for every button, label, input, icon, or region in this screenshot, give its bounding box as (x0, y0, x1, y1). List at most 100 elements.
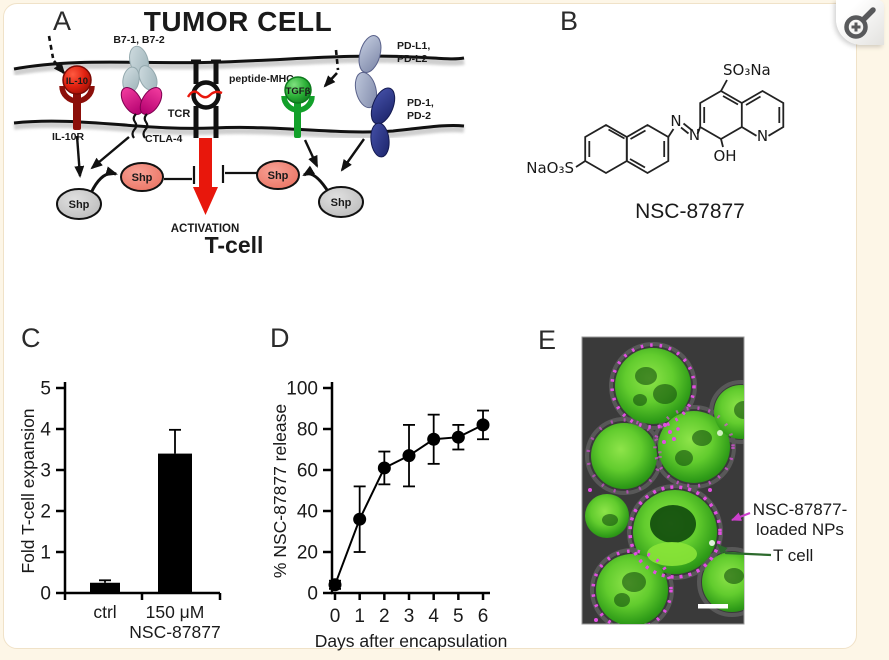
panel-label-a: A (53, 6, 72, 36)
bar-0 (90, 582, 120, 593)
tumor-cell-title: TUMOR CELL (144, 6, 333, 37)
pdl1-label: PD-L1, (397, 40, 430, 52)
svg-text:% NSC-87877 release: % NSC-87877 release (270, 404, 290, 578)
svg-text:150 μM: 150 μM (146, 602, 205, 622)
tcell-membrane (13, 119, 465, 139)
svg-text:0: 0 (330, 606, 341, 627)
data-point-4 (427, 432, 441, 446)
tcell-title: T-cell (205, 232, 264, 258)
tgfb-label: TGFβ (286, 86, 311, 97)
b7-ligand (122, 45, 158, 94)
shp-label: Shp (69, 199, 90, 211)
pd1-receptor (370, 87, 396, 158)
il10r-label: IL-10R (52, 131, 85, 143)
svg-text:6: 6 (478, 606, 489, 627)
compound-caption: NSC-87877 (635, 200, 745, 223)
data-point-2 (377, 461, 391, 475)
shp-label: Shp (132, 172, 153, 184)
naphthalene-rings (584, 123, 670, 175)
nsc87877-structure: NaO₃S SO₃Na N N OH N NSC-87877 (526, 61, 785, 223)
panel-label-c: C (21, 323, 41, 353)
svg-text:4: 4 (428, 606, 439, 627)
svg-text:2: 2 (40, 502, 51, 523)
panel-label-b: B (560, 6, 579, 36)
peptide-squiggle (186, 90, 223, 99)
svg-text:60: 60 (297, 461, 318, 482)
svg-text:3: 3 (404, 606, 415, 627)
micrograph-panel: NSC-87877- loaded NPs T cell (581, 336, 848, 625)
data-point-5 (451, 430, 465, 444)
pdl2-label: PD-L2 (397, 53, 427, 65)
svg-text:0: 0 (40, 584, 51, 605)
secretion-arrow-right (323, 49, 340, 88)
svg-text:Days after encapsulation: Days after encapsulation (315, 631, 508, 651)
shp-pink-left: Shp (120, 162, 164, 192)
il10-ligand: IL-10 (62, 65, 92, 95)
azo-n1-label: N (670, 112, 681, 130)
shp-gray-left: Shp (56, 188, 102, 220)
bar-1 (158, 453, 192, 593)
np-arrow (731, 511, 751, 522)
np-dots (588, 423, 712, 622)
svg-text:100: 100 (286, 379, 318, 400)
pd1-label: PD-1, (407, 97, 434, 109)
peptide-mhc-label: peptide-MHC (229, 73, 294, 85)
hydroxyl-label: OH (713, 147, 736, 165)
svg-text:20: 20 (297, 543, 318, 564)
data-point-3 (402, 449, 416, 463)
activation-arrow (193, 138, 218, 215)
data-point-0 (328, 578, 342, 592)
svg-text:40: 40 (297, 502, 318, 523)
svg-text:1: 1 (40, 543, 51, 564)
tumor-cell-diagram: TUMOR CELL IL-10 IL-10R B7-1, B7-2 (13, 6, 465, 258)
np-label-line1: NSC-87877- (753, 500, 848, 519)
secretion-arrow-left (47, 35, 66, 75)
scale-bar (698, 604, 728, 609)
data-point-6 (476, 418, 490, 432)
data-point-1 (353, 512, 367, 526)
svg-text:3: 3 (40, 461, 51, 482)
shp-gray-right: Shp (318, 186, 364, 218)
tumor-membrane (13, 54, 465, 76)
tgfb-ligand: TGFβ (284, 76, 312, 104)
activation-label: ACTIVATION (171, 223, 240, 235)
panel-label-d: D (270, 323, 290, 353)
tcr-label: TCR (168, 108, 191, 120)
np-label-line2: loaded NPs (756, 520, 844, 539)
ctla4-label: CTLA-4 (145, 133, 182, 145)
shp-label: Shp (268, 170, 289, 182)
shp-pink-right: Shp (256, 160, 300, 190)
substituent-bonds (575, 79, 728, 168)
svg-text:5: 5 (40, 379, 51, 400)
ring-n-label: N (757, 127, 768, 145)
tcr-complex (186, 59, 223, 138)
cells (585, 342, 744, 624)
np-speckles (586, 343, 735, 624)
magnifier-plus-icon (844, 6, 876, 39)
svg-text:1: 1 (354, 606, 365, 627)
azo-n2-label: N (689, 126, 700, 144)
so3na-label: SO₃Na (723, 61, 771, 79)
panel-label-e: E (538, 325, 557, 355)
pdl-ligand (354, 35, 382, 109)
svg-text:0: 0 (307, 584, 318, 605)
signal-arrows (74, 135, 365, 194)
tcell-label: T cell (773, 546, 813, 565)
il10-receptor (59, 85, 95, 130)
tcell-arrow (717, 544, 772, 557)
ctla4-receptor (120, 87, 163, 139)
nao3s-label: NaO₃S (526, 159, 574, 177)
shp-label: Shp (331, 197, 352, 209)
svg-text:5: 5 (453, 606, 464, 627)
svg-text:2: 2 (379, 606, 390, 627)
il10-label: IL-10 (66, 76, 88, 87)
pd2-label: PD-2 (407, 110, 431, 122)
zoom-button[interactable] (836, 0, 884, 45)
quinoline-rings (699, 89, 785, 141)
svg-text:ctrl: ctrl (93, 602, 116, 622)
tgfb-receptor (281, 95, 315, 138)
svg-text:80: 80 (297, 420, 318, 441)
svg-text:4: 4 (40, 420, 51, 441)
